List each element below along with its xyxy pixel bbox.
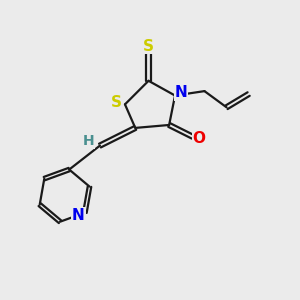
Text: O: O [193, 131, 206, 146]
Text: N: N [175, 85, 187, 100]
Text: N: N [72, 208, 85, 223]
Text: S: S [143, 39, 154, 54]
Text: H: H [83, 134, 94, 148]
Text: S: S [111, 95, 122, 110]
